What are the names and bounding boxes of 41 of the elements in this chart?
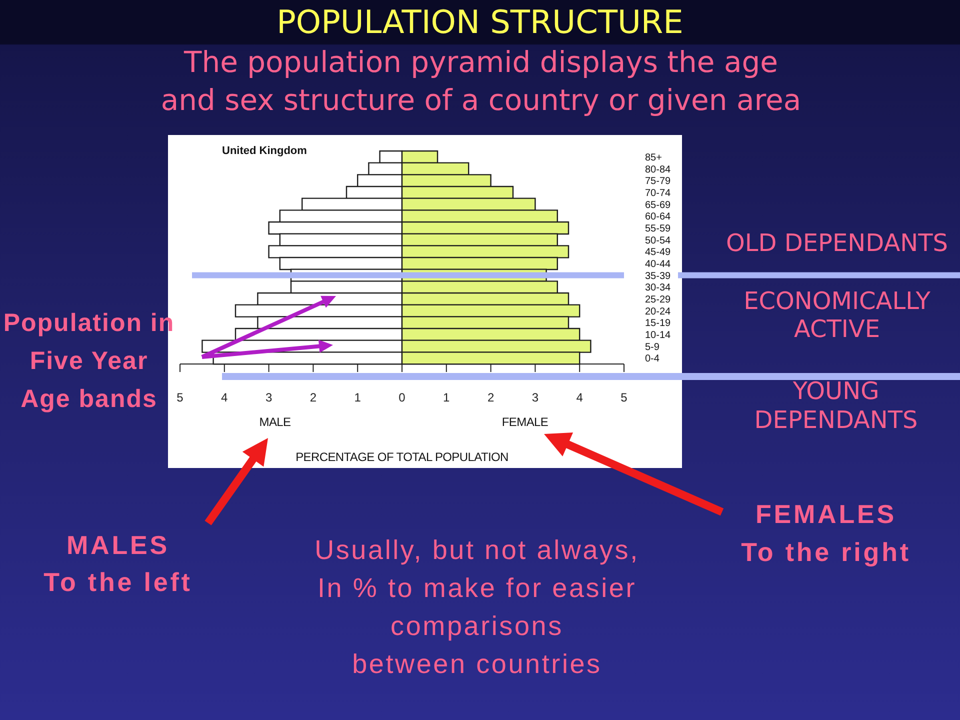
y-tick-label: 20-24 bbox=[645, 306, 672, 318]
text: Usually, but not always, In % to make for easier comparisons between countries bbox=[314, 534, 640, 681]
y-tick-label: 85+ bbox=[645, 152, 662, 164]
x-axis-title: PERCENTAGE OF TOTAL POPULATION bbox=[296, 450, 508, 464]
y-tick-label: 75-79 bbox=[645, 176, 672, 188]
text: OLD DEPENDANTS bbox=[726, 229, 948, 257]
x-tick-label: 1 bbox=[443, 390, 450, 405]
text: ECONOMICALLY ACTIVE bbox=[744, 287, 930, 343]
text: MALES To the left bbox=[44, 529, 192, 599]
x-tick-label: 1 bbox=[354, 390, 362, 405]
y-tick-label: 30-34 bbox=[645, 282, 672, 294]
y-tick-label: 60-64 bbox=[645, 212, 672, 223]
chart-subtitle: The population pyramid displays the age and sex structure of a country or given area bbox=[160, 44, 802, 119]
text: FEMALES To the right bbox=[741, 498, 911, 569]
x-tick-label: 4 bbox=[576, 390, 584, 405]
text: MALE bbox=[259, 415, 291, 429]
y-tick-label: 25-29 bbox=[645, 294, 672, 306]
x-tick-label: 4 bbox=[221, 390, 228, 405]
text: FEMALE bbox=[502, 415, 548, 429]
y-tick-label: 5-9 bbox=[645, 342, 660, 353]
chart-title: POPULATION STRUCTURE bbox=[276, 3, 684, 41]
text: YOUNG DEPENDANTS bbox=[754, 377, 918, 435]
y-tick-label: 70-74 bbox=[645, 188, 672, 199]
x-tick-label: 5 bbox=[620, 390, 628, 405]
x-tick-label: 2 bbox=[487, 390, 494, 405]
y-tick-label: 0-4 bbox=[645, 354, 660, 365]
x-tick-label: 2 bbox=[310, 390, 317, 405]
y-tick-label: 80-84 bbox=[645, 164, 672, 176]
y-tick-label: 35-39 bbox=[645, 270, 672, 282]
annotation: United Kingdom bbox=[222, 145, 307, 157]
y-tick-label: 65-69 bbox=[645, 200, 672, 211]
x-tick-label: 3 bbox=[265, 390, 272, 405]
x-tick-label: 0 bbox=[398, 390, 406, 405]
y-tick-label: 15-19 bbox=[645, 318, 672, 330]
y-tick-label: 40-44 bbox=[645, 258, 672, 270]
y-tick-label: 55-59 bbox=[645, 223, 672, 234]
y-tick-label: 45-49 bbox=[645, 247, 672, 258]
y-tick-label: 50-54 bbox=[645, 235, 672, 246]
x-tick-label: 3 bbox=[532, 390, 539, 405]
x-tick-label: 5 bbox=[176, 390, 184, 405]
y-tick-label: 10-14 bbox=[645, 330, 672, 341]
